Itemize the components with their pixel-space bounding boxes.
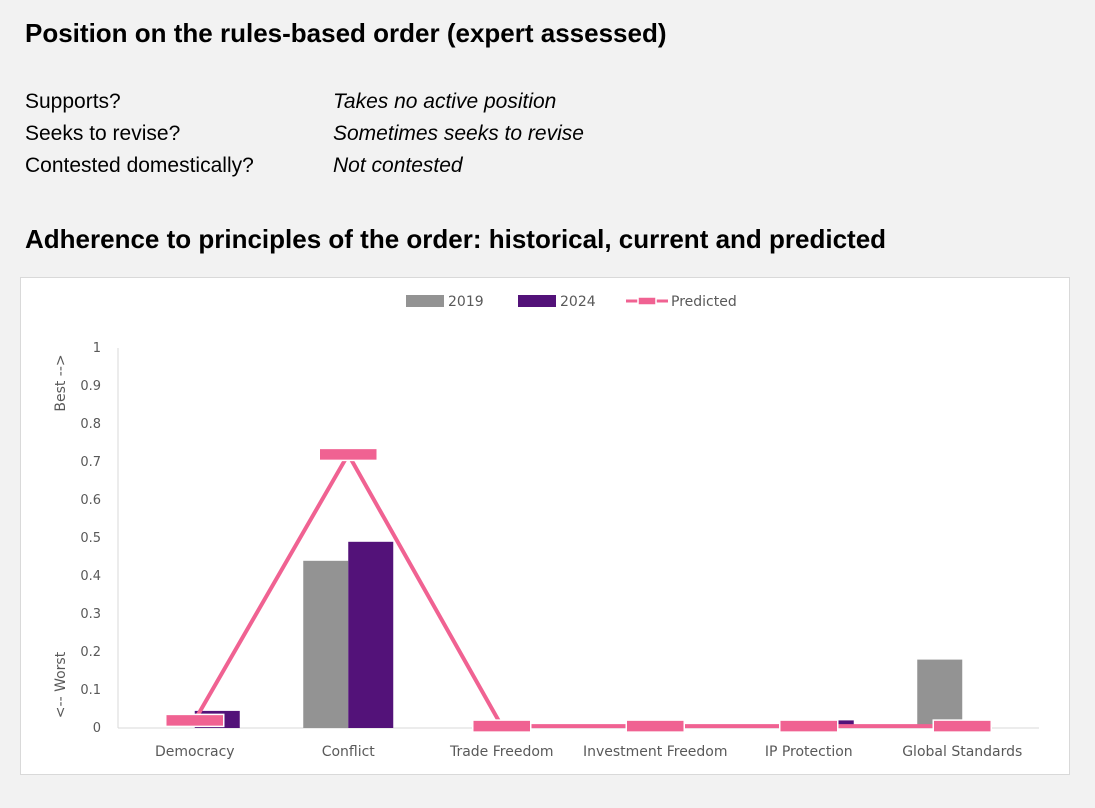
category-label: IP Protection [765, 744, 853, 760]
legend-swatch [406, 295, 444, 307]
position-label: Contested domestically? [25, 154, 254, 177]
bar-2019 [917, 659, 963, 728]
bar-2024 [348, 541, 394, 728]
y-tick-label: 0.7 [80, 455, 101, 470]
y-tick-label: 0.5 [80, 531, 101, 546]
adherence-heading: Adherence to principles of the order: hi… [25, 224, 887, 254]
y-tick-label: 0.9 [80, 379, 101, 394]
position-value: Not contested [333, 154, 463, 177]
legend-label: 2024 [560, 294, 596, 310]
position-value: Takes no active position [333, 90, 557, 113]
category-label: Conflict [322, 744, 376, 760]
y-tick-label: 0.2 [80, 645, 101, 660]
y-axis-label-worst: <-- Worst [53, 651, 69, 718]
legend-label: Predicted [671, 294, 737, 310]
legend-swatch [518, 295, 556, 307]
predicted-marker [165, 713, 225, 728]
y-tick-label: 0.1 [80, 683, 101, 698]
y-tick-label: 0.4 [80, 569, 101, 584]
y-tick-label: 0.3 [80, 607, 101, 622]
chart-svg: 0 0.1 0.2 0.3 0.4 0.5 0.6 0.7 0.8 0.9 1 Best --> <--… [53, 294, 1039, 760]
position-label: Seeks to revise? [25, 122, 181, 145]
predicted-marker [932, 719, 992, 733]
position-value: Sometimes seeks to revise [333, 122, 584, 145]
predicted-marker [318, 447, 378, 462]
predicted-marker [779, 719, 839, 733]
predicted-marker [625, 719, 685, 733]
predicted-marker [472, 719, 532, 733]
bar-2019 [303, 560, 349, 728]
category-label: Democracy [155, 744, 235, 760]
y-tick-label: 0 [93, 721, 101, 736]
legend-swatch-marker [637, 296, 657, 306]
y-tick-label: 0.8 [80, 417, 101, 432]
y-tick-label: 0.6 [80, 493, 101, 508]
position-heading: Position on the rules-based order (exper… [25, 18, 667, 48]
y-axis-label-best: Best --> [53, 354, 69, 411]
y-tick-label: 1 [93, 341, 101, 356]
category-label: Investment Freedom [583, 744, 728, 760]
category-label: Trade Freedom [449, 744, 554, 760]
category-label: Global Standards [902, 744, 1022, 760]
position-label: Supports? [25, 90, 121, 113]
adherence-chart: 0 0.1 0.2 0.3 0.4 0.5 0.6 0.7 0.8 0.9 1 Best --> <--… [20, 277, 1070, 775]
legend-label: 2019 [448, 294, 484, 310]
